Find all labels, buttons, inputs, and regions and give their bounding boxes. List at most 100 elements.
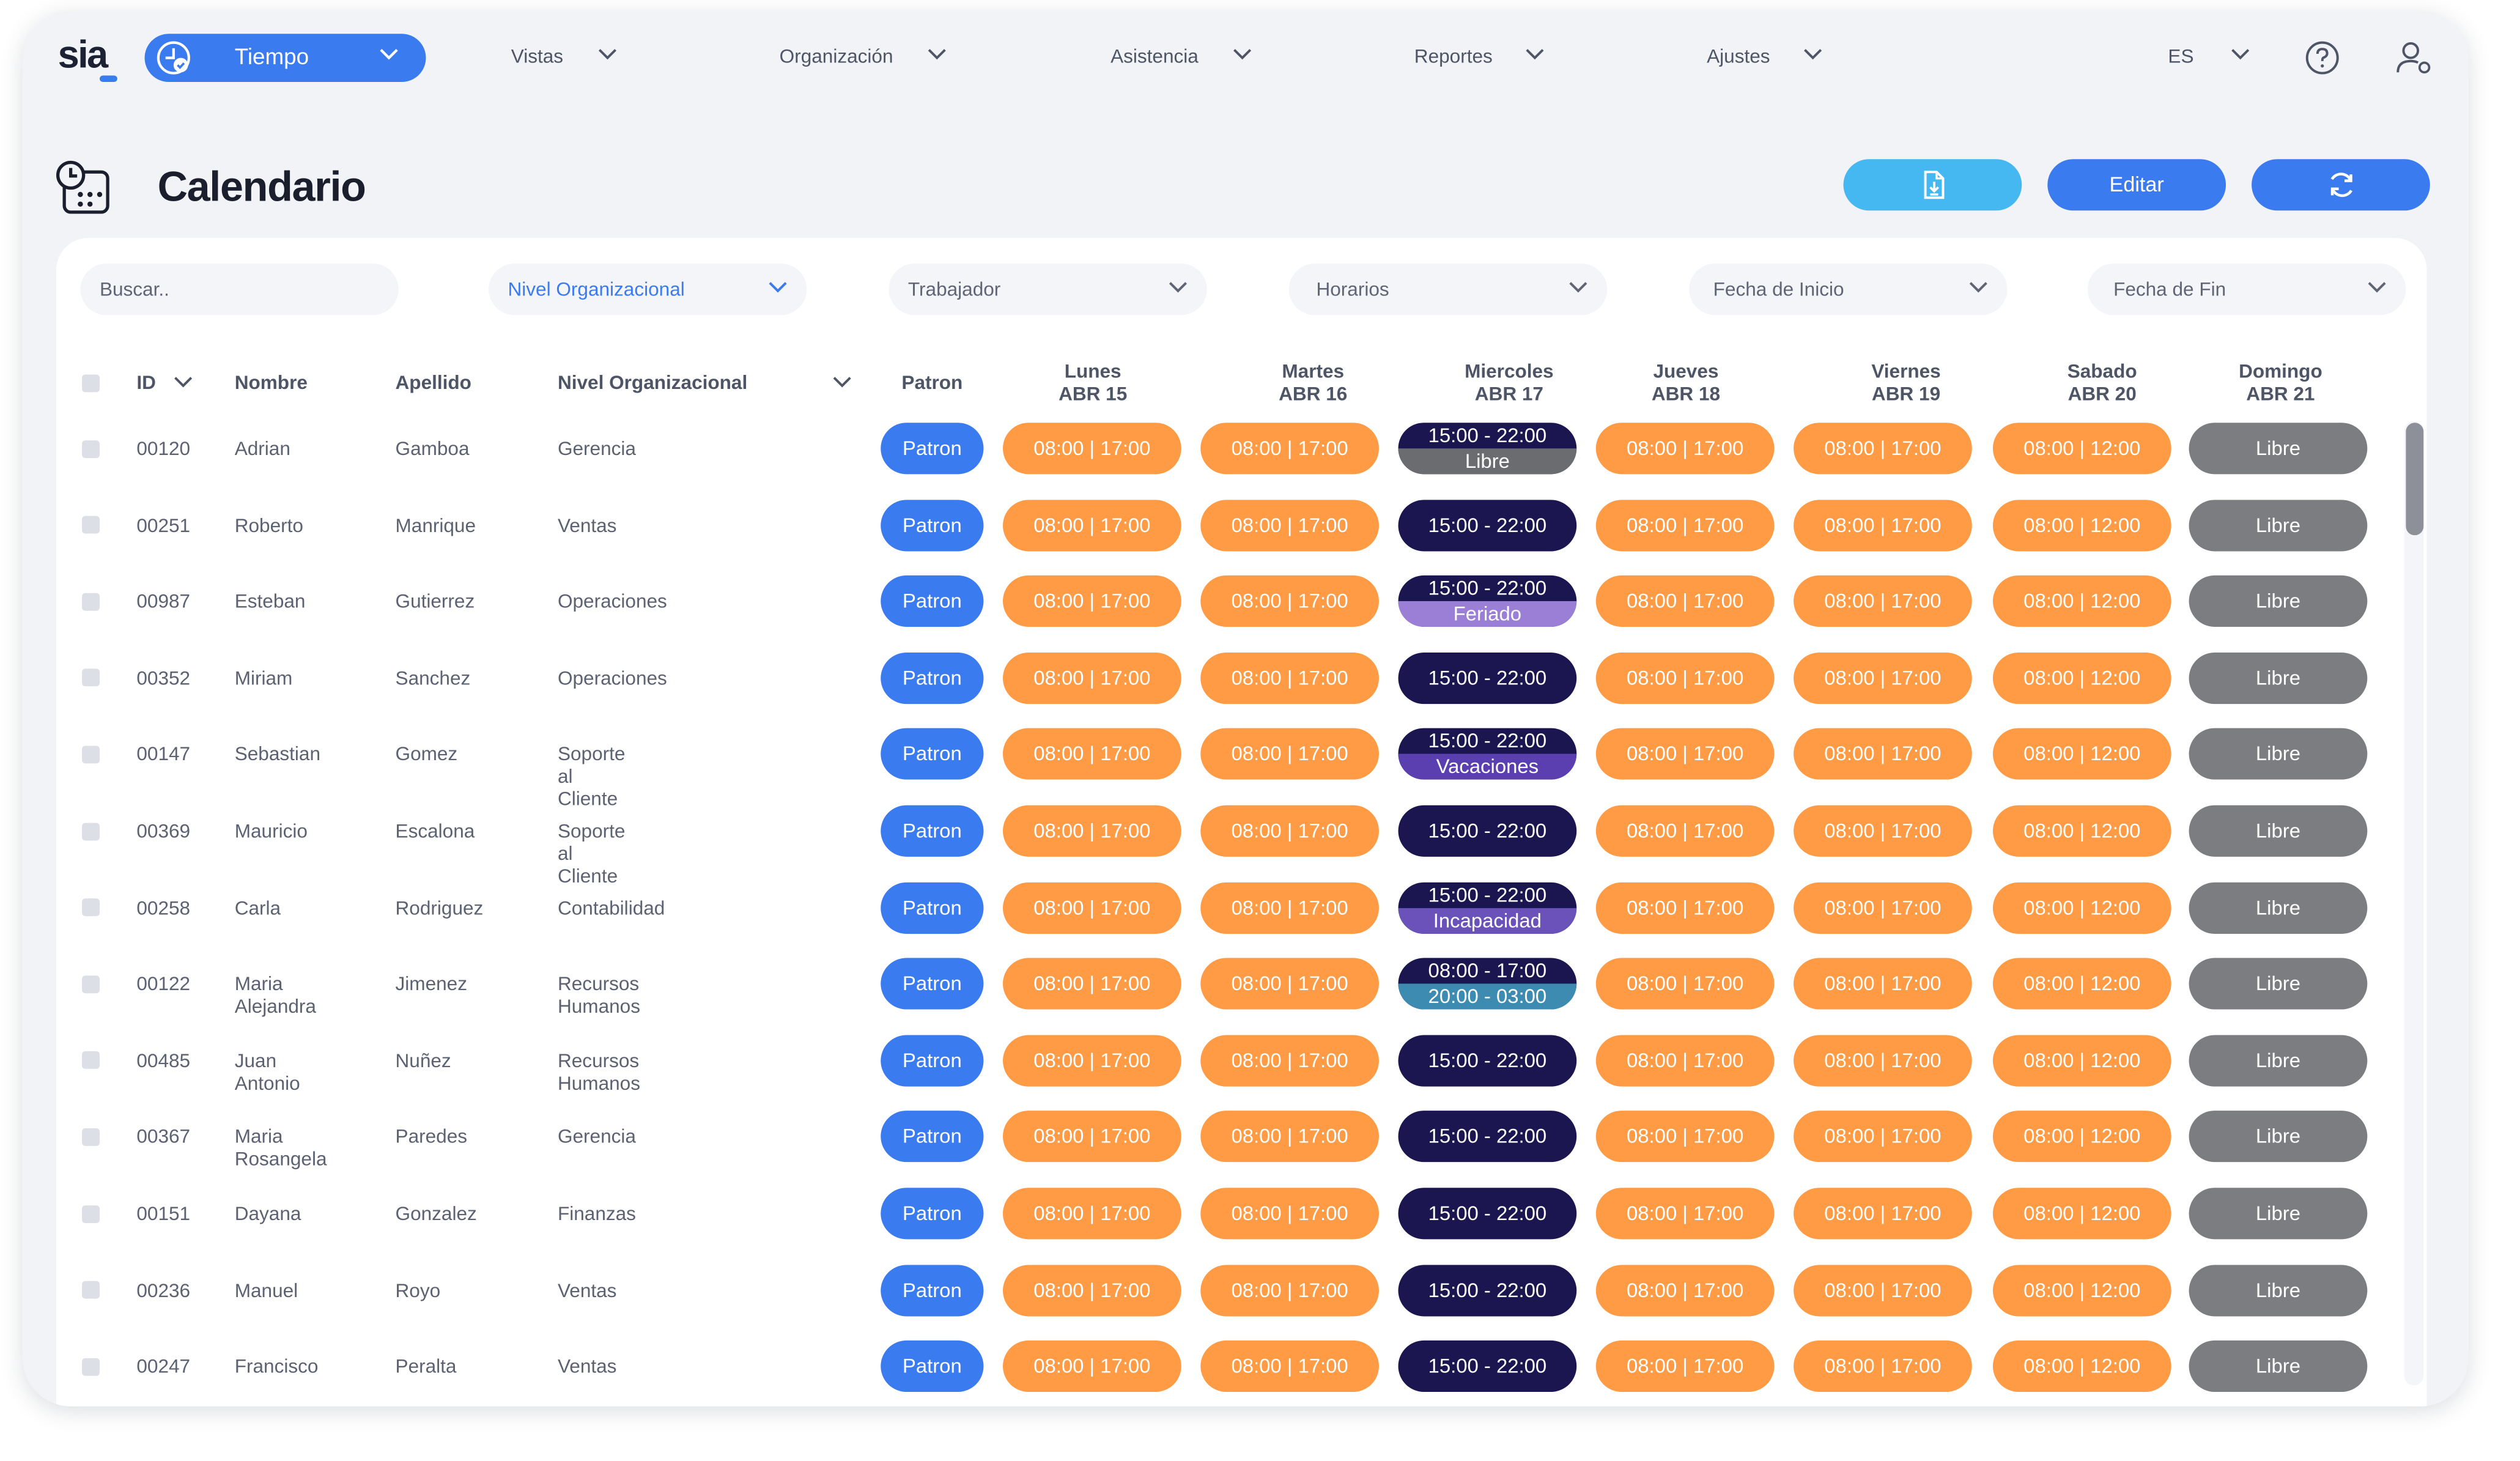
shift-pill-domingo[interactable]: Libre [2189, 423, 2368, 475]
shift-pill-sabado[interactable]: 08:00 | 12:00 [1992, 805, 2171, 857]
refresh-button[interactable] [2252, 159, 2430, 211]
shift-pill-martes[interactable]: 08:00 | 17:00 [1200, 958, 1379, 1010]
shift-pill-miercoles[interactable]: 15:00 - 22:00 [1398, 1111, 1577, 1163]
shift-pill-jueves[interactable]: 08:00 | 17:00 [1595, 1111, 1775, 1163]
patron-button[interactable]: Patron [881, 958, 984, 1010]
shift-pill-viernes[interactable]: 08:00 | 17:00 [1794, 728, 1972, 780]
shift-pill-domingo[interactable]: Libre [2189, 652, 2368, 704]
shift-pill-miercoles[interactable]: 15:00 - 22:00 [1398, 805, 1577, 857]
shift-pill-viernes[interactable]: 08:00 | 17:00 [1794, 805, 1972, 857]
shift-pill-domingo[interactable]: Libre [2189, 1111, 2368, 1163]
shift-pill-jueves[interactable]: 08:00 | 17:00 [1595, 575, 1775, 627]
search-input[interactable]: Buscar.. [80, 264, 399, 316]
patron-button[interactable]: Patron [881, 805, 984, 857]
shift-pill-martes[interactable]: 08:00 | 17:00 [1200, 1341, 1379, 1393]
scrollbar-thumb[interactable] [2406, 423, 2424, 536]
shift-pill-lunes[interactable]: 08:00 | 17:00 [1002, 881, 1181, 933]
shift-pill-sabado[interactable]: 08:00 | 12:00 [1992, 652, 2171, 704]
shift-pill-lunes[interactable]: 08:00 | 17:00 [1002, 1111, 1181, 1163]
shift-pill-lunes[interactable]: 08:00 | 17:00 [1002, 728, 1181, 780]
row-checkbox[interactable] [82, 592, 100, 610]
user-settings-icon[interactable] [2395, 40, 2433, 76]
shift-pill-jueves[interactable]: 08:00 | 17:00 [1595, 652, 1775, 704]
row-checkbox[interactable] [82, 898, 100, 917]
patron-button[interactable]: Patron [881, 728, 984, 780]
edit-button[interactable]: Editar [2047, 159, 2226, 211]
shift-pill-martes[interactable]: 08:00 | 17:00 [1200, 805, 1379, 857]
patron-button[interactable]: Patron [881, 1188, 984, 1240]
shift-pill-sabado[interactable]: 08:00 | 12:00 [1992, 958, 2171, 1010]
shift-pill-viernes[interactable]: 08:00 | 17:00 [1794, 499, 1972, 551]
shift-pill-sabado[interactable]: 08:00 | 12:00 [1992, 1264, 2171, 1316]
shift-pill-sabado[interactable]: 08:00 | 12:00 [1992, 728, 2171, 780]
row-checkbox[interactable] [82, 1204, 100, 1222]
row-checkbox[interactable] [82, 1281, 100, 1299]
select-all-checkbox[interactable] [82, 374, 100, 393]
shift-pill-lunes[interactable]: 08:00 | 17:00 [1002, 1035, 1181, 1087]
shift-pill-viernes[interactable]: 08:00 | 17:00 [1794, 575, 1972, 627]
row-checkbox[interactable] [82, 669, 100, 687]
shift-pill-martes[interactable]: 08:00 | 17:00 [1200, 1264, 1379, 1316]
shift-pill-martes[interactable]: 08:00 | 17:00 [1200, 1188, 1379, 1240]
shift-pill-jueves[interactable]: 08:00 | 17:00 [1595, 499, 1775, 551]
shift-pill-lunes[interactable]: 08:00 | 17:00 [1002, 1341, 1181, 1393]
export-button[interactable] [1843, 159, 2022, 211]
shift-pill-domingo[interactable]: Libre [2189, 1341, 2368, 1393]
shift-pill-domingo[interactable]: Libre [2189, 728, 2368, 780]
shift-pill-miercoles[interactable]: 15:00 - 22:00 [1398, 652, 1577, 704]
shift-pill-jueves[interactable]: 08:00 | 17:00 [1595, 958, 1775, 1010]
shift-pill-martes[interactable]: 08:00 | 17:00 [1200, 499, 1379, 551]
shift-pill-jueves[interactable]: 08:00 | 17:00 [1595, 1035, 1775, 1087]
shift-pill-domingo[interactable]: Libre [2189, 499, 2368, 551]
help-icon[interactable] [2305, 40, 2340, 76]
shift-pill-viernes[interactable]: 08:00 | 17:00 [1794, 652, 1972, 704]
patron-button[interactable]: Patron [881, 1035, 984, 1087]
col-header-id[interactable]: ID [136, 371, 193, 394]
patron-button[interactable]: Patron [881, 575, 984, 627]
row-checkbox[interactable] [82, 1051, 100, 1070]
shift-pill-jueves[interactable]: 08:00 | 17:00 [1595, 728, 1775, 780]
patron-button[interactable]: Patron [881, 1341, 984, 1393]
shift-pill-viernes[interactable]: 08:00 | 17:00 [1794, 1035, 1972, 1087]
shift-pill-martes[interactable]: 08:00 | 17:00 [1200, 575, 1379, 627]
shift-pill-jueves[interactable]: 08:00 | 17:00 [1595, 423, 1775, 475]
shift-pill-jueves[interactable]: 08:00 | 17:00 [1595, 881, 1775, 933]
shift-pill-martes[interactable]: 08:00 | 17:00 [1200, 423, 1379, 475]
shift-pill-martes[interactable]: 08:00 | 17:00 [1200, 652, 1379, 704]
filter-trabajador[interactable]: Trabajador [889, 264, 1207, 316]
row-checkbox[interactable] [82, 975, 100, 993]
shift-pill-miercoles[interactable]: 15:00 - 22:00 Incapacidad [1398, 881, 1577, 933]
shift-pill-jueves[interactable]: 08:00 | 17:00 [1595, 805, 1775, 857]
shift-pill-sabado[interactable]: 08:00 | 12:00 [1992, 423, 2171, 475]
shift-pill-viernes[interactable]: 08:00 | 17:00 [1794, 1264, 1972, 1316]
shift-pill-martes[interactable]: 08:00 | 17:00 [1200, 881, 1379, 933]
shift-pill-viernes[interactable]: 08:00 | 17:00 [1794, 958, 1972, 1010]
nav-vistas[interactable]: Vistas [511, 45, 616, 67]
shift-pill-viernes[interactable]: 08:00 | 17:00 [1794, 881, 1972, 933]
row-checkbox[interactable] [82, 745, 100, 764]
shift-pill-lunes[interactable]: 08:00 | 17:00 [1002, 575, 1181, 627]
language-selector[interactable]: ES [2168, 45, 2250, 67]
shift-pill-domingo[interactable]: Libre [2189, 1264, 2368, 1316]
shift-pill-miercoles[interactable]: 15:00 - 22:00 [1398, 1035, 1577, 1087]
shift-pill-lunes[interactable]: 08:00 | 17:00 [1002, 958, 1181, 1010]
shift-pill-sabado[interactable]: 08:00 | 12:00 [1992, 499, 2171, 551]
shift-pill-sabado[interactable]: 08:00 | 12:00 [1992, 575, 2171, 627]
filter-nivel-organizacional[interactable]: Nivel Organizacional [488, 264, 807, 316]
shift-pill-jueves[interactable]: 08:00 | 17:00 [1595, 1264, 1775, 1316]
shift-pill-viernes[interactable]: 08:00 | 17:00 [1794, 423, 1972, 475]
patron-button[interactable]: Patron [881, 1111, 984, 1163]
patron-button[interactable]: Patron [881, 499, 984, 551]
shift-pill-martes[interactable]: 08:00 | 17:00 [1200, 728, 1379, 780]
shift-pill-miercoles[interactable]: 15:00 - 22:00 [1398, 1188, 1577, 1240]
shift-pill-miercoles[interactable]: 15:00 - 22:00 [1398, 1264, 1577, 1316]
row-checkbox[interactable] [82, 822, 100, 840]
shift-pill-domingo[interactable]: Libre [2189, 575, 2368, 627]
patron-button[interactable]: Patron [881, 881, 984, 933]
row-checkbox[interactable] [82, 516, 100, 534]
row-checkbox[interactable] [82, 1357, 100, 1375]
nav-asistencia[interactable]: Asistencia [1110, 45, 1252, 67]
filter-fecha-inicio[interactable]: Fecha de Inicio [1689, 264, 2008, 316]
shift-pill-lunes[interactable]: 08:00 | 17:00 [1002, 1188, 1181, 1240]
shift-pill-sabado[interactable]: 08:00 | 12:00 [1992, 1111, 2171, 1163]
